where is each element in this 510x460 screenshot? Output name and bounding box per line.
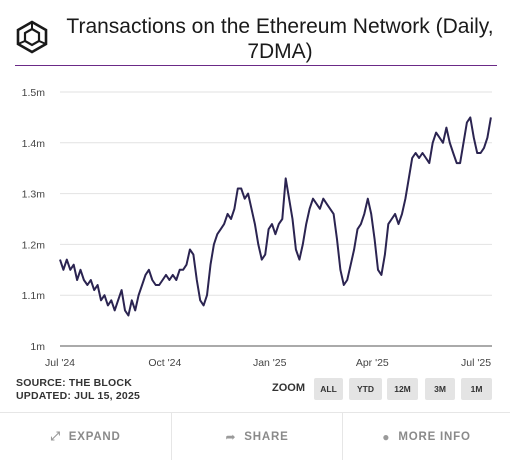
chart-title: Transactions on the Ethereum Network (Da… <box>66 15 494 63</box>
zoom-ytd-button[interactable]: YTD <box>349 378 382 400</box>
y-tick-label: 1.5m <box>22 87 46 99</box>
the-block-logo-icon <box>16 20 48 54</box>
zoom-3m-button[interactable]: 3M <box>425 378 455 400</box>
expand-button[interactable]: ⤢ EXPAND <box>0 413 171 460</box>
footer-divider <box>171 413 172 460</box>
series-line <box>59 116 492 317</box>
x-tick-label: Jan '25 <box>253 357 287 369</box>
chart-footer: ⤢ EXPAND ➦ SHARE ● MORE INFO <box>0 412 510 460</box>
y-tick-label: 1.1m <box>22 290 46 302</box>
x-tick-label: Apr '25 <box>356 357 389 369</box>
source-info: SOURCE: THE BLOCK UPDATED: JUL 15, 2025 <box>16 377 140 403</box>
y-tick-label: 1.2m <box>22 239 46 251</box>
title-divider <box>15 65 497 66</box>
updated-label: UPDATED: JUL 15, 2025 <box>16 390 141 402</box>
zoom-1m-button[interactable]: 1M <box>461 378 492 400</box>
share-label: SHARE <box>244 430 289 443</box>
footer-divider <box>342 413 343 460</box>
y-tick-label: 1.3m <box>22 189 46 201</box>
y-tick-label: 1.4m <box>22 138 46 150</box>
chart-header: Transactions on the Ethereum Network (Da… <box>0 0 510 66</box>
expand-label: EXPAND <box>68 430 121 443</box>
line-chart[interactable]: 1m 1.1m 1.2m 1.3m 1.4m 1.5m Jul '24 Oct '24 Jan … <box>0 70 510 370</box>
y-tick-label: 1m <box>30 341 45 353</box>
share-arrow-icon: ➦ <box>225 429 237 444</box>
share-button[interactable]: ➦ SHARE <box>172 413 342 460</box>
x-tick-label: Jul '24 <box>45 357 75 369</box>
info-circle-icon: ● <box>382 429 391 444</box>
x-tick-label: Jul '25 <box>461 357 491 369</box>
zoom-label: ZOOM <box>272 382 305 394</box>
expand-arrows-icon: ⤢ <box>50 429 61 443</box>
more-info-label: MORE INFO <box>398 430 471 443</box>
more-info-button[interactable]: ● MORE INFO <box>343 413 510 460</box>
x-tick-label: Oct '24 <box>148 357 181 369</box>
zoom-all-button[interactable]: ALL <box>314 378 343 400</box>
zoom-12m-button[interactable]: 12M <box>387 378 418 400</box>
source-label: SOURCE: THE BLOCK <box>16 377 132 389</box>
